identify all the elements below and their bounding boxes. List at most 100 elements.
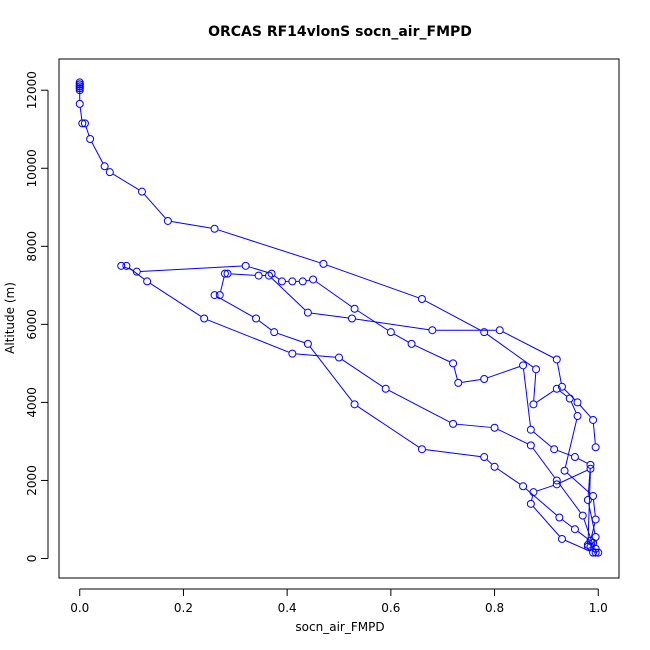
data-point [594,548,603,557]
series-line-segment [258,320,272,331]
x-tick-label: 0.4 [278,601,297,615]
data-point [589,548,598,557]
data-point [78,119,87,128]
series-line-segment [525,488,558,516]
series-line-segment [425,449,481,458]
data-point [583,540,592,549]
data-point [565,394,574,403]
data-point [570,453,579,462]
data-point [75,82,84,91]
data-point [75,80,84,89]
series-line-segment [149,282,202,318]
series-line-segment [531,495,534,501]
x-axis: 0.0 0.2 0.4 0.6 0.8 1.0 [70,588,608,615]
data-point [277,277,286,286]
data-point [586,460,595,469]
series-line-segment [456,423,492,428]
series-line-segment [533,372,537,401]
data-point [386,328,395,337]
series-line-segment [140,265,243,272]
series-line-segment [79,107,83,120]
plot-frame [58,58,620,579]
data-point [555,513,564,522]
data-point [75,84,84,93]
series-line-segment [217,229,321,264]
series-line-segment [559,390,568,397]
data-point [350,400,359,409]
data-point [122,261,131,270]
series-line-segment [171,221,212,229]
series-line-segment [486,333,534,368]
series-line-segment [295,353,336,358]
data-point [347,314,356,323]
series-line-segment [579,404,592,418]
data-point [319,259,328,268]
data-point [100,162,109,171]
series-line-segment [570,401,577,414]
series-line-segment [309,346,353,402]
data-point [428,326,437,335]
data-point [381,384,390,393]
data-point [267,269,276,278]
data-point [560,466,569,475]
x-tick-label: 0.6 [381,601,400,615]
data-point [454,378,463,387]
data-point [309,275,318,284]
series-line-segment [112,173,140,191]
y-tick-label: 0 [25,555,39,563]
series-line-segment [497,428,528,445]
data-point [552,480,561,489]
data-point [86,134,95,143]
y-tick-label: 2000 [25,465,39,496]
data-point [223,269,232,278]
y-tick-label: 8000 [25,231,39,262]
data-point [526,425,535,434]
series-line-segment [277,332,305,344]
x-tick-label: 0.2 [174,601,193,615]
data-point [210,224,219,233]
data-point [75,86,84,95]
y-axis: 0 2000 4000 6000 8000 10000 12000 [25,71,49,563]
data-point [132,267,141,276]
data-point [589,492,598,501]
data-point [529,400,538,409]
series-line-segment [326,264,419,299]
data-point [573,398,582,407]
data-point [254,271,263,280]
data-point [210,291,219,300]
data-point [449,419,458,428]
y-tick-label: 10000 [25,149,39,187]
data-point [270,328,279,337]
data-point [589,538,598,547]
series-line-segment [536,484,554,492]
data-point [265,271,273,280]
series-line-segment [522,368,531,427]
data-point [490,423,499,432]
series-line-segment [497,468,521,485]
data-point [552,384,561,393]
data-point [288,277,297,286]
series-line-segment [536,390,555,403]
data-point [583,495,592,504]
data-point [163,216,172,225]
series-line-segment [590,522,596,538]
series-line-segment [532,447,556,478]
data-point [532,365,541,374]
series-line-segment [453,366,458,380]
series-line-segment [357,405,420,448]
data-point [578,511,587,520]
data-point [526,499,535,508]
series-line-segment [502,331,554,359]
data-point [303,308,312,317]
data-point [552,476,561,485]
series-line-segment [558,482,582,514]
y-tick-label: 12000 [25,71,39,109]
x-tick-label: 1.0 [589,601,608,615]
series-line-segment [357,310,389,331]
data-point [591,443,600,452]
data-point [480,374,489,383]
chart-title: ORCAS RF14vlonS socn_air_FMPD [208,24,472,40]
data-point [215,291,224,300]
